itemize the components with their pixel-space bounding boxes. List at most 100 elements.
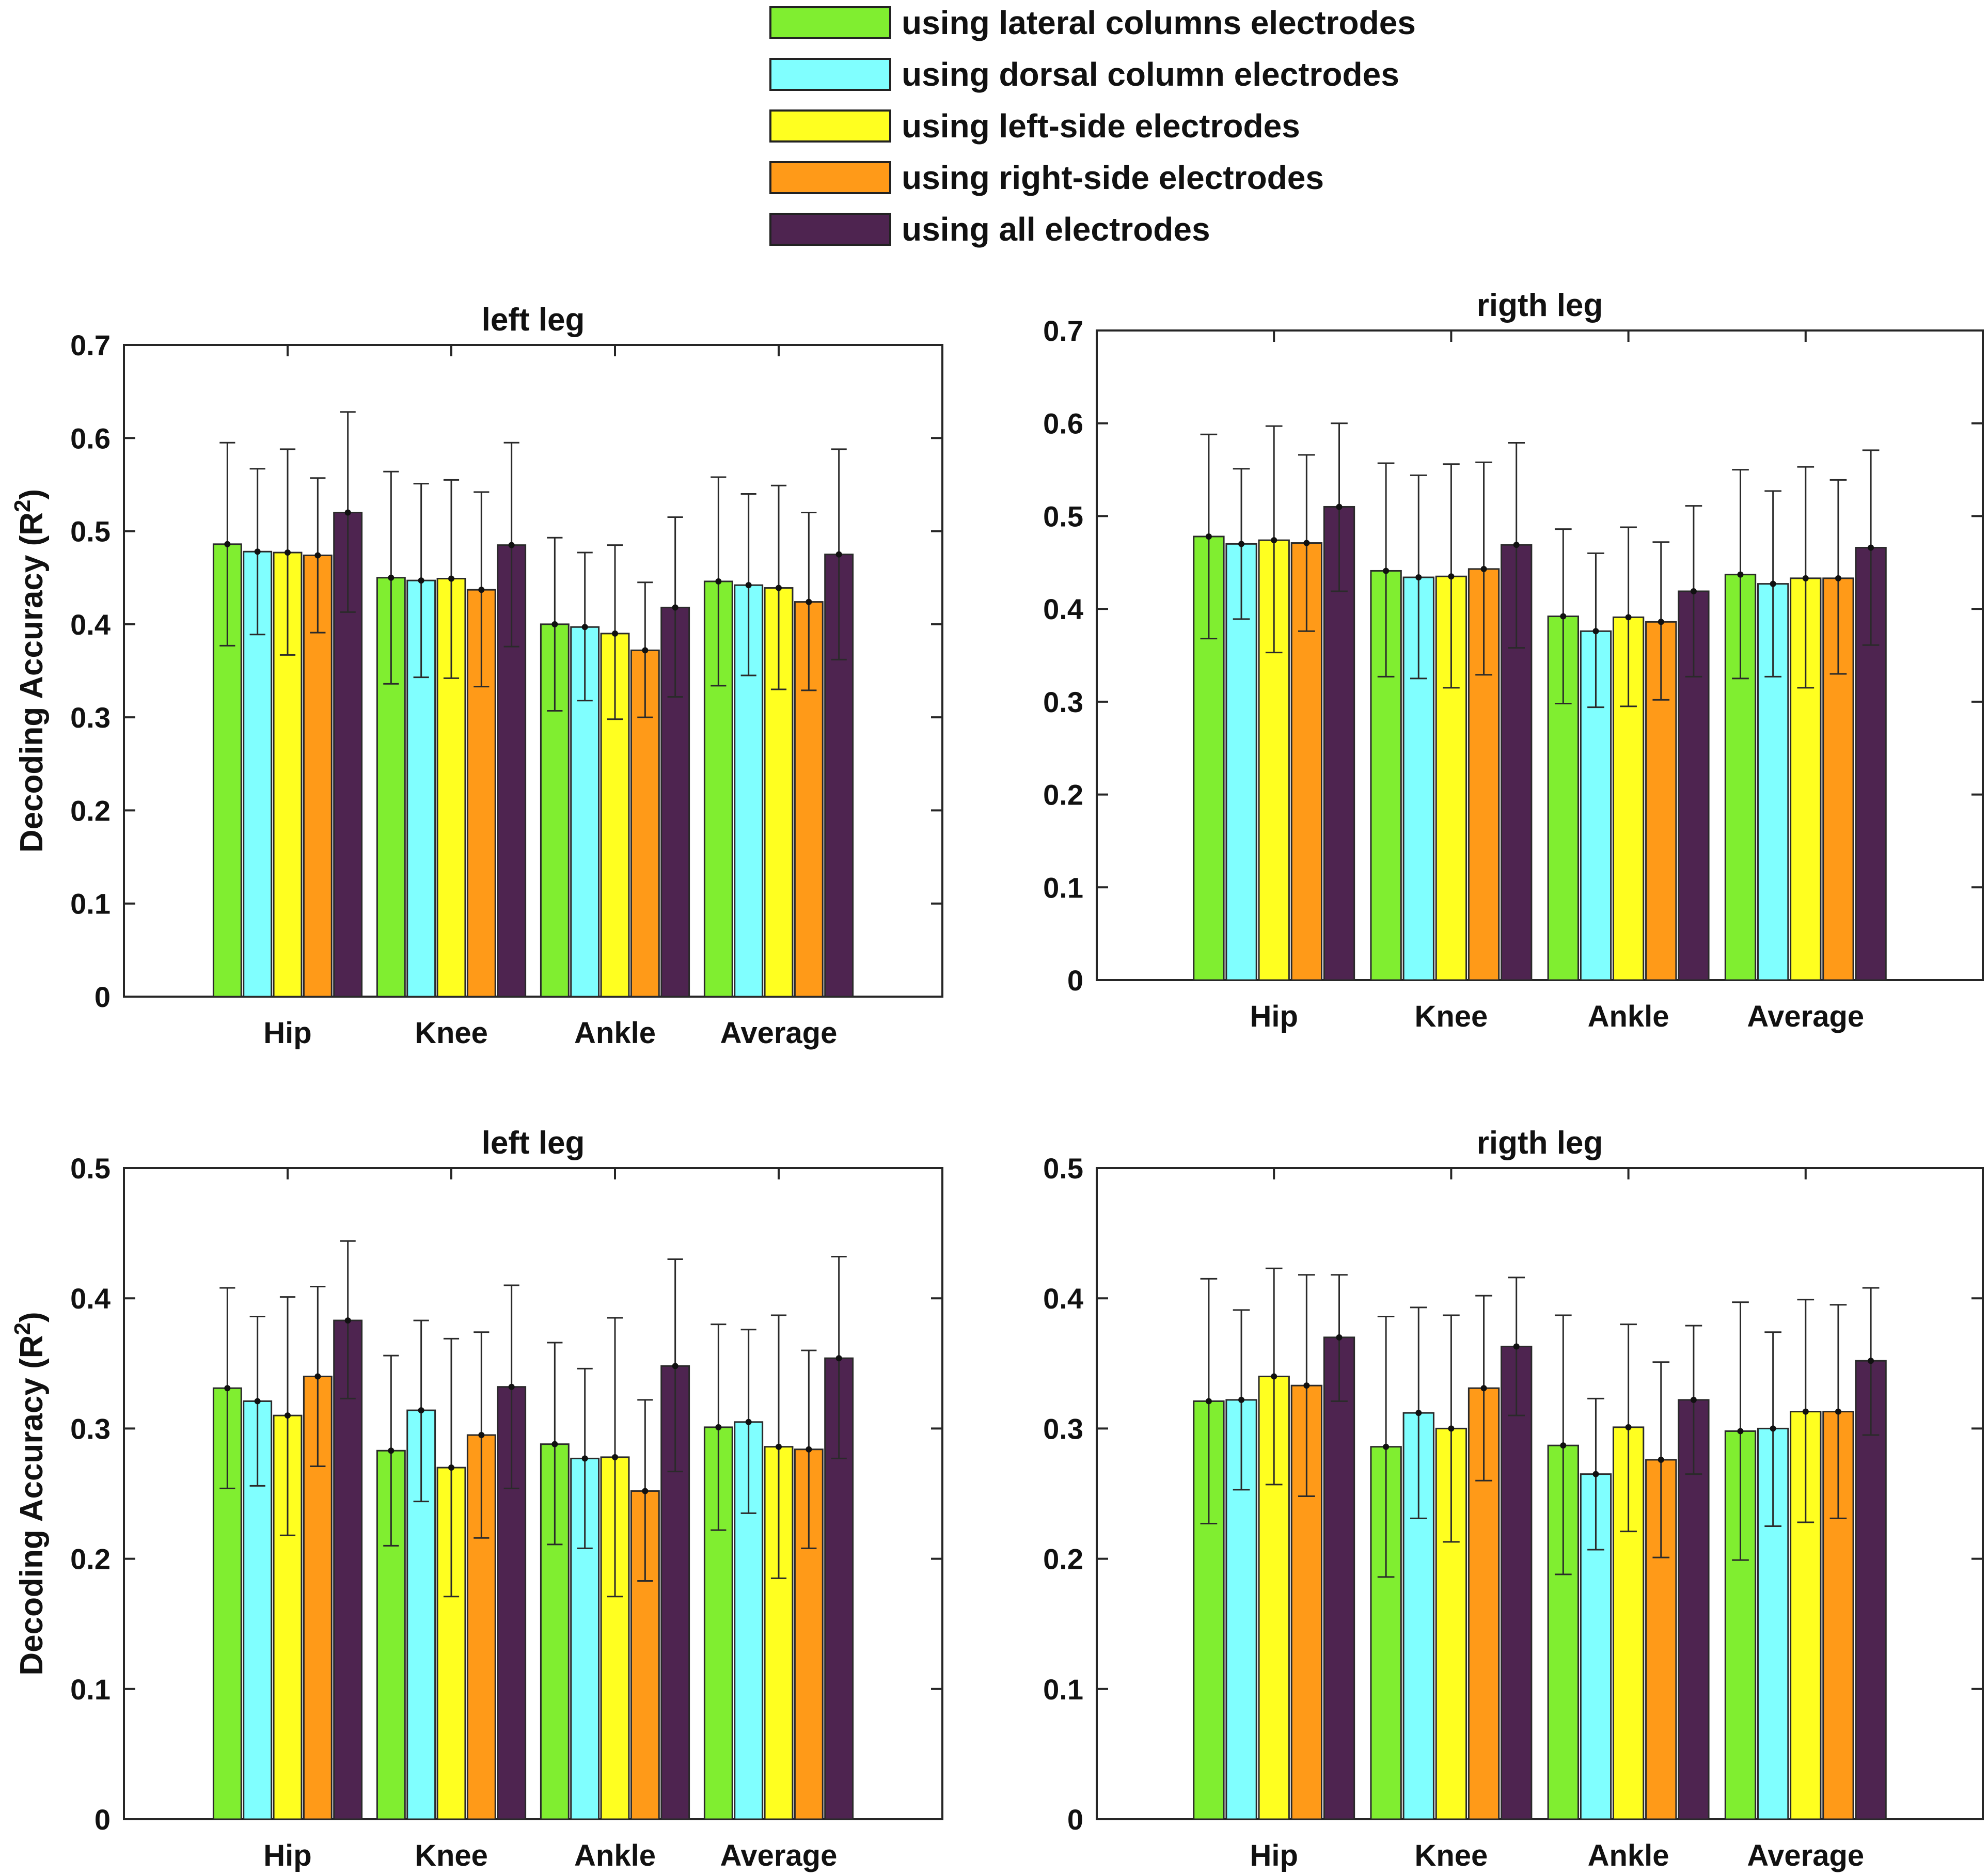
mean-marker [254,1398,261,1405]
y-tick-label: 0.3 [1043,686,1083,718]
x-tick-label: Average [1747,1000,1864,1033]
y-axis-label-text: Decoding Accuracy (R [14,1335,50,1675]
y-tick-label: 0 [1067,964,1083,997]
legend-item-all: using all electrodes [769,213,1544,249]
y-tick-label: 0.3 [70,701,111,734]
mean-marker [1625,1424,1632,1430]
mean-marker [1513,542,1520,548]
chart-title: rigth leg [1477,288,1603,323]
x-tick-label: Ankle [574,1016,656,1050]
mean-marker [1513,1343,1520,1350]
legend-label-lateral: using lateral columns electrodes [902,4,1416,41]
y-tick-label: 0.4 [70,608,111,641]
y-tick-label: 0.5 [1043,500,1083,532]
mean-marker [1336,1334,1343,1341]
mean-marker [1303,540,1310,546]
mean-marker [388,1447,395,1454]
y-tick-label: 0.6 [70,422,111,454]
mean-marker [806,1446,812,1453]
y-tick-label: 0.4 [70,1282,111,1315]
mean-marker [1560,1442,1567,1449]
y-tick-label: 0 [94,1803,111,1836]
y-axis-label: Decoding Accuracy (R2) [10,1312,50,1675]
y-tick-label: 0.2 [1043,779,1083,811]
x-tick-label: Hip [263,1016,311,1050]
legend-swatch-left-side [769,109,891,143]
y-tick-label: 0.3 [70,1412,111,1445]
x-tick-label: Average [1747,1839,1864,1872]
mean-marker [551,621,558,627]
mean-marker [478,587,485,593]
x-tick-label: Average [720,1839,838,1872]
mean-marker [1868,544,1874,551]
mean-marker [835,551,842,558]
mean-marker [388,574,395,581]
y-axis-label-superscript: 2 [10,1322,35,1335]
mean-marker [1303,1382,1310,1389]
y-axis-label-close: ) [14,489,50,500]
mean-marker [776,1443,782,1450]
mean-marker [581,624,588,631]
y-tick-label: 0 [1067,1803,1083,1836]
mean-marker [1770,1425,1776,1432]
bar [1501,1346,1533,1820]
mean-marker [508,542,515,548]
mean-marker [1737,571,1744,578]
mean-marker [1205,1398,1212,1405]
y-tick-label: 0.7 [1043,314,1083,347]
legend-swatch-dorsal [769,58,891,91]
mean-marker [715,578,722,585]
y-tick-label: 0.1 [1043,871,1083,904]
mean-marker [1480,1385,1487,1392]
y-tick-label: 0.2 [70,794,111,827]
mean-marker [1383,1443,1390,1450]
mean-marker [1336,503,1343,510]
x-tick-label: Knee [415,1016,488,1050]
mean-marker [1560,613,1567,620]
mean-marker [1658,1456,1664,1463]
y-tick-label: 0.6 [1043,407,1083,440]
legend-item-left-side: using left-side electrodes [769,109,1544,146]
mean-marker [806,598,812,605]
mean-marker [418,577,424,584]
mean-marker [1802,1408,1809,1415]
mean-marker [508,1383,515,1390]
legend-label-left-side: using left-side electrodes [902,107,1300,145]
mean-marker [1835,1408,1841,1415]
bar [1724,574,1757,981]
y-tick-label: 0.5 [70,1152,111,1185]
mean-marker [1415,574,1422,581]
mean-marker [1690,588,1697,594]
mean-marker [1480,565,1487,572]
y-tick-label: 0.5 [1043,1152,1083,1185]
mean-marker [1737,1428,1744,1435]
mean-marker [1205,533,1212,540]
mean-marker [418,1407,424,1414]
chart-panel-0: 0 0.1 0.2 0.3 0.4 0.5 0.6 0.7 Hip Knee Ankle Averag… [10,302,943,1050]
y-tick-label: 0.2 [70,1543,111,1575]
mean-marker [672,1363,679,1369]
chart-title: rigth leg [1477,1125,1603,1161]
y-tick-label: 0.2 [1043,1543,1083,1575]
x-tick-label: Ankle [574,1839,656,1872]
x-tick-label: Knee [415,1839,488,1872]
mean-marker [612,1454,618,1460]
x-tick-label: Average [720,1016,838,1050]
legend-swatch-right-side [769,161,891,194]
legend-item-dorsal: using dorsal column electrodes [769,58,1544,94]
legend-item-right-side: using right-side electrodes [769,161,1544,197]
mean-marker [314,552,321,559]
y-axis-label-close: ) [14,1312,50,1322]
mean-marker [1448,573,1455,580]
mean-marker [715,1424,722,1430]
legend-swatch-all [769,213,891,246]
mean-marker [254,548,261,555]
mean-marker [776,585,782,591]
y-tick-label: 0.1 [1043,1673,1083,1706]
mean-marker [612,630,618,637]
mean-marker [835,1355,842,1362]
y-tick-label: 0.3 [1043,1412,1083,1445]
y-tick-label: 0.1 [70,1673,111,1706]
mean-marker [224,541,231,547]
